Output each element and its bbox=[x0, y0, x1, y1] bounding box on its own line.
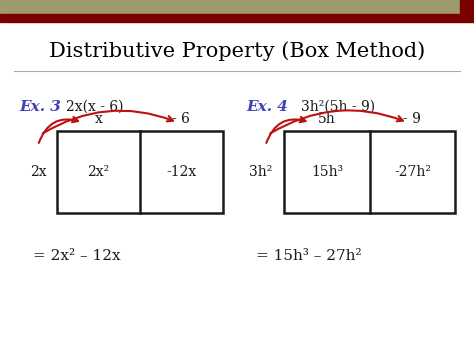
Text: 2x: 2x bbox=[29, 165, 46, 179]
Bar bbox=[0, 0, 460, 16]
Bar bbox=[460, 0, 474, 16]
Text: Distributive Property (Box Method): Distributive Property (Box Method) bbox=[49, 42, 425, 61]
Text: 15h³: 15h³ bbox=[311, 165, 343, 179]
Text: -27h²: -27h² bbox=[394, 165, 431, 179]
Text: 2x(x - 6): 2x(x - 6) bbox=[66, 99, 124, 114]
Bar bbox=[284, 131, 455, 213]
Bar bbox=[57, 131, 223, 213]
Text: 2x²: 2x² bbox=[87, 165, 109, 179]
Text: Ex. 3: Ex. 3 bbox=[19, 99, 61, 114]
Text: -12x: -12x bbox=[166, 165, 196, 179]
Text: 5h: 5h bbox=[318, 112, 336, 126]
Text: 3h²: 3h² bbox=[249, 165, 273, 179]
Text: - 9: - 9 bbox=[403, 112, 421, 126]
Text: = 15h³ – 27h²: = 15h³ – 27h² bbox=[256, 248, 362, 263]
Text: 3h²(5h - 9): 3h²(5h - 9) bbox=[301, 99, 375, 114]
Text: - 6: - 6 bbox=[173, 112, 190, 126]
Bar bbox=[0, 14, 474, 22]
Text: = 2x² – 12x: = 2x² – 12x bbox=[33, 248, 121, 263]
Text: Ex. 4: Ex. 4 bbox=[246, 99, 288, 114]
Text: x: x bbox=[94, 112, 102, 126]
